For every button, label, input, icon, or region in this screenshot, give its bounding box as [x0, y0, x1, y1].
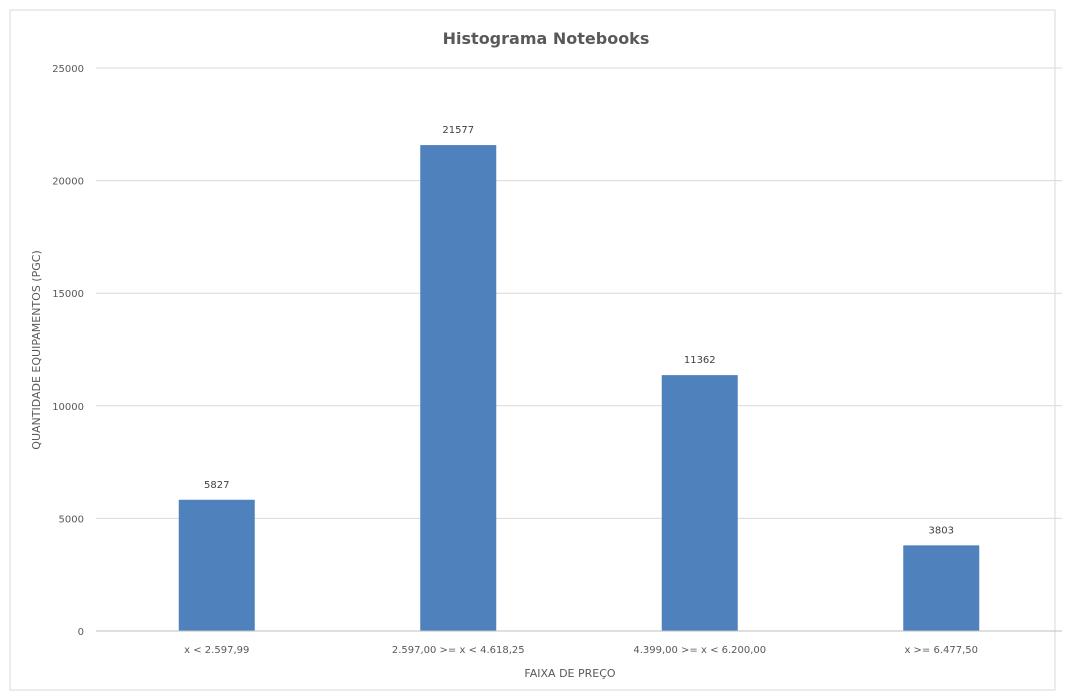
- bar-value-label: 21577: [442, 125, 474, 136]
- bar: [178, 499, 255, 631]
- bar-value-label: 5827: [204, 480, 229, 491]
- x-tick-label: 2.597,00 >= x < 4.618,25: [392, 645, 525, 656]
- bar: [661, 375, 738, 631]
- y-axis-label: QUANTIDADE EQUIPAMENTOS (PGC): [30, 250, 43, 449]
- y-tick-label: 15000: [52, 289, 84, 300]
- x-axis-ticks: x < 2.597,99 2.597,00 >= x < 4.618,25 4.39…: [184, 645, 978, 656]
- x-axis-label: FAIXA DE PREÇO: [524, 667, 615, 680]
- y-tick-label: 10000: [52, 402, 84, 413]
- bar-value-label: 3803: [929, 525, 954, 536]
- y-tick-label: 25000: [52, 64, 84, 75]
- bar: [420, 145, 497, 632]
- bar: [903, 545, 980, 631]
- gridlines: [96, 67, 1062, 519]
- y-tick-label: 20000: [52, 177, 84, 188]
- chart-title: Histograma Notebooks: [443, 29, 650, 48]
- chart-border: [9, 9, 1056, 691]
- y-axis-ticks: 0 5000 10000 15000 20000 25000: [52, 64, 84, 638]
- x-tick-label: x >= 6.477,50: [904, 645, 978, 656]
- y-tick-label: 0: [78, 627, 84, 638]
- y-tick-label: 5000: [59, 514, 84, 525]
- bar-value-label: 11362: [684, 355, 716, 366]
- x-tick-label: x < 2.597,99: [184, 645, 249, 656]
- bars: [178, 145, 980, 632]
- data-labels: 5827 21577 11362 3803: [204, 125, 954, 536]
- x-tick-label: 4.399,00 >= x < 6.200,00: [633, 645, 766, 656]
